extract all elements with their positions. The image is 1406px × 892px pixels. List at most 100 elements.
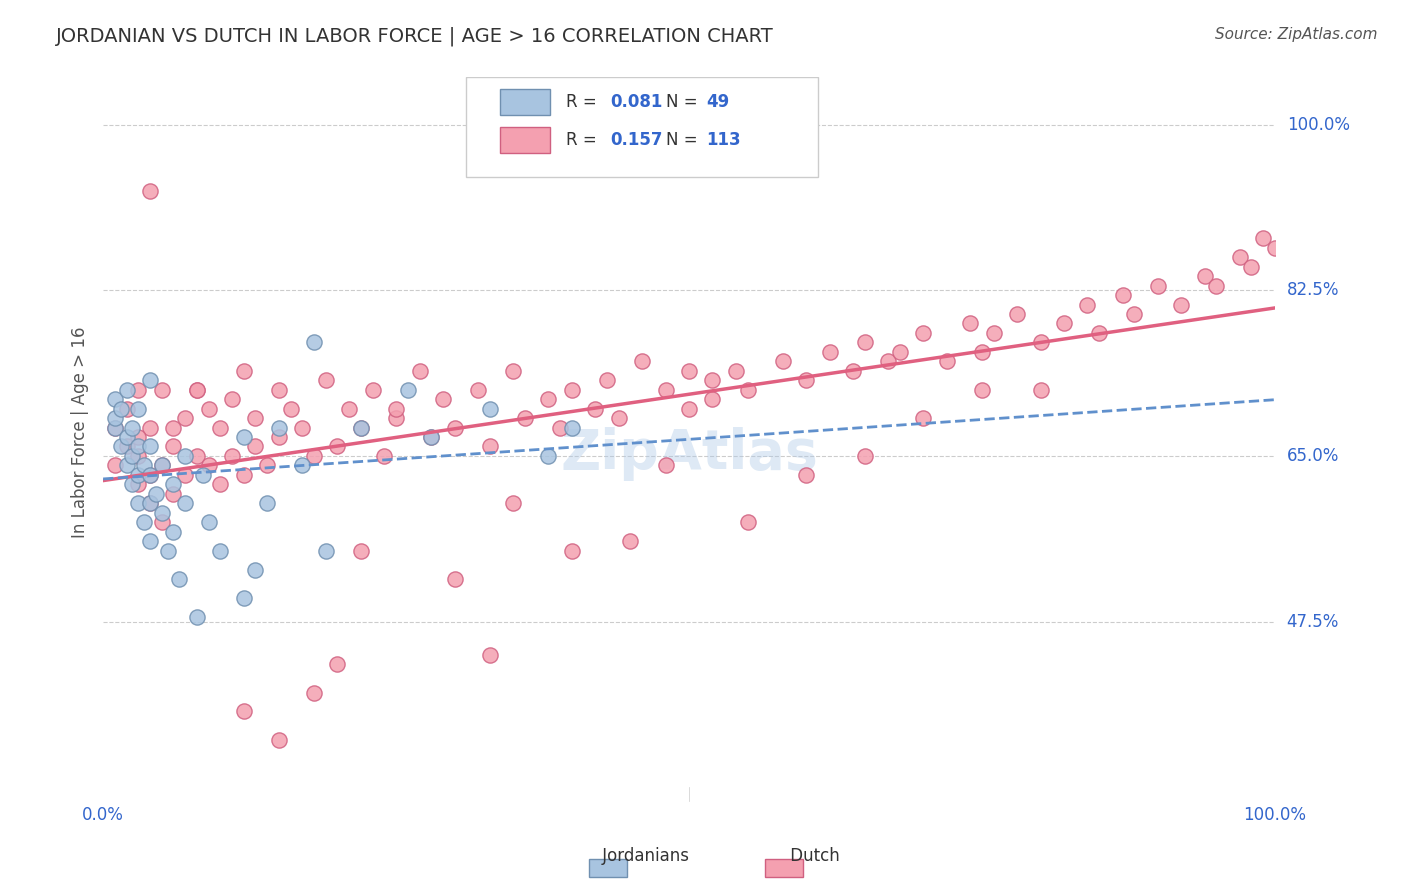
Dutch xyxy=(772,354,794,368)
Jordanians xyxy=(209,543,232,558)
Dutch xyxy=(983,326,1005,340)
Dutch xyxy=(1170,297,1192,311)
Dutch xyxy=(302,685,325,699)
Dutch xyxy=(794,373,817,387)
Dutch xyxy=(877,354,900,368)
Dutch xyxy=(291,420,314,434)
Jordanians xyxy=(104,392,127,407)
Jordanians xyxy=(134,458,156,473)
Dutch xyxy=(385,411,408,425)
Dutch xyxy=(197,401,219,416)
Dutch xyxy=(1123,307,1146,321)
Jordanians xyxy=(197,515,219,529)
Dutch xyxy=(197,458,219,473)
Dutch xyxy=(174,411,197,425)
Dutch xyxy=(326,657,349,672)
Text: Jordanians: Jordanians xyxy=(576,847,689,865)
Text: 0.157: 0.157 xyxy=(610,131,664,149)
Jordanians xyxy=(315,543,337,558)
Y-axis label: In Labor Force | Age > 16: In Labor Force | Age > 16 xyxy=(72,326,89,538)
Jordanians xyxy=(232,430,254,444)
Dutch xyxy=(302,449,325,463)
Dutch xyxy=(654,458,676,473)
Dutch xyxy=(373,449,395,463)
Dutch xyxy=(315,373,337,387)
Dutch xyxy=(115,440,138,454)
Dutch xyxy=(326,440,349,454)
Dutch xyxy=(1076,297,1098,311)
Dutch xyxy=(150,515,173,529)
Dutch xyxy=(150,383,173,397)
Text: Source: ZipAtlas.com: Source: ZipAtlas.com xyxy=(1215,27,1378,42)
Dutch xyxy=(245,440,267,454)
Jordanians xyxy=(156,543,179,558)
Dutch xyxy=(478,440,501,454)
Dutch xyxy=(162,440,184,454)
FancyBboxPatch shape xyxy=(501,128,550,153)
Dutch xyxy=(1229,250,1251,264)
Dutch xyxy=(174,467,197,482)
Jordanians xyxy=(110,401,132,416)
Dutch xyxy=(139,184,162,198)
Dutch xyxy=(853,335,876,350)
Dutch xyxy=(596,373,619,387)
Dutch xyxy=(1053,317,1076,331)
Dutch xyxy=(1029,335,1052,350)
Jordanians xyxy=(134,515,156,529)
Jordanians xyxy=(245,562,267,576)
Dutch xyxy=(127,449,149,463)
Text: 100.0%: 100.0% xyxy=(1243,806,1306,824)
Jordanians xyxy=(127,467,149,482)
Jordanians xyxy=(256,496,278,510)
Dutch xyxy=(1005,307,1028,321)
Dutch xyxy=(232,467,254,482)
Jordanians xyxy=(127,440,149,454)
Dutch xyxy=(139,467,162,482)
Dutch xyxy=(408,364,430,378)
Dutch xyxy=(1146,278,1168,293)
Dutch xyxy=(502,364,524,378)
Dutch xyxy=(619,534,641,549)
Jordanians xyxy=(110,440,132,454)
Dutch xyxy=(889,344,911,359)
Dutch xyxy=(350,543,373,558)
Jordanians xyxy=(139,534,162,549)
Dutch xyxy=(794,467,817,482)
Jordanians xyxy=(115,430,138,444)
Dutch xyxy=(221,449,243,463)
Jordanians xyxy=(561,420,583,434)
Dutch xyxy=(1111,288,1133,302)
Jordanians xyxy=(139,373,162,387)
Dutch xyxy=(678,364,700,378)
Jordanians xyxy=(191,467,214,482)
Dutch xyxy=(478,648,501,662)
Dutch xyxy=(232,705,254,719)
Dutch xyxy=(561,383,583,397)
Jordanians xyxy=(121,449,143,463)
Dutch xyxy=(420,430,443,444)
Text: ZipAtlas: ZipAtlas xyxy=(560,426,818,481)
Dutch xyxy=(583,401,606,416)
Dutch xyxy=(150,458,173,473)
Dutch xyxy=(1029,383,1052,397)
Dutch xyxy=(267,383,290,397)
Jordanians xyxy=(232,591,254,605)
Dutch xyxy=(912,326,935,340)
Dutch xyxy=(737,515,759,529)
Jordanians xyxy=(150,506,173,520)
Text: 82.5%: 82.5% xyxy=(1286,281,1339,300)
Jordanians xyxy=(350,420,373,434)
Dutch xyxy=(702,373,724,387)
Text: N =: N = xyxy=(665,93,703,111)
Jordanians xyxy=(127,496,149,510)
Dutch xyxy=(737,383,759,397)
Jordanians xyxy=(174,449,197,463)
Dutch xyxy=(385,401,408,416)
Dutch xyxy=(912,411,935,425)
Dutch xyxy=(935,354,957,368)
Jordanians xyxy=(302,335,325,350)
Text: 113: 113 xyxy=(707,131,741,149)
Dutch xyxy=(502,496,524,510)
Dutch xyxy=(654,383,676,397)
Dutch xyxy=(467,383,489,397)
